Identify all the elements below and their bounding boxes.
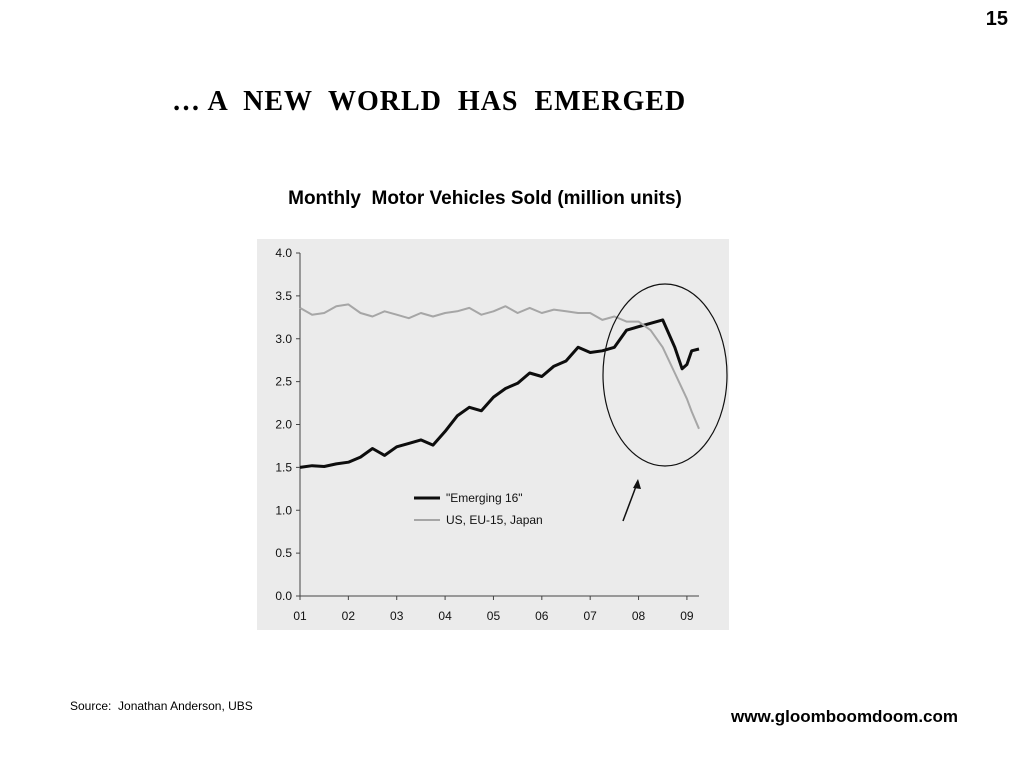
y-tick-label: 2.0 (275, 418, 292, 432)
x-tick-label: 07 (584, 609, 598, 623)
legend-label-0: "Emerging 16" (446, 491, 523, 505)
y-tick-label: 0.5 (275, 546, 292, 560)
y-tick-label: 1.5 (275, 460, 292, 474)
source-note: Source: Jonathan Anderson, UBS (70, 699, 253, 713)
x-tick-label: 03 (390, 609, 404, 623)
x-tick-label: 06 (535, 609, 549, 623)
page-number: 15 (985, 8, 1008, 30)
y-tick-label: 3.5 (275, 289, 292, 303)
y-tick-label: 4.0 (275, 246, 292, 260)
chart-title: Monthly Motor Vehicles Sold (million uni… (288, 188, 682, 209)
x-tick-label: 05 (487, 609, 501, 623)
legend-label-1: US, EU-15, Japan (446, 513, 543, 527)
y-tick-label: 1.0 (275, 503, 292, 517)
annotation-circle (602, 283, 728, 467)
y-tick-label: 2.5 (275, 375, 292, 389)
series-line-0 (299, 318, 700, 469)
website-link[interactable]: www.gloomboomdoom.com (731, 707, 958, 726)
y-tick-label: 0.0 (275, 589, 292, 603)
series-line-1 (299, 303, 700, 430)
annotation-arrowhead (633, 479, 641, 489)
y-tick-label: 3.0 (275, 332, 292, 346)
plot-background (257, 239, 729, 630)
x-tick-label: 04 (438, 609, 452, 623)
chart-panel: 4.0 3.5 3.0 2.5 2.0 1.5 1.0 0.5 0.0 01 02 03 04 05 06 0… (257, 239, 729, 630)
slide-title: … A NEW WORLD HAS EMERGED (172, 86, 687, 117)
line-chart: 4.0 3.5 3.0 2.5 2.0 1.5 1.0 0.5 0.001 02 03 04 05 06 0… (257, 239, 729, 630)
x-tick-label: 08 (632, 609, 646, 623)
x-tick-label: 01 (293, 609, 307, 623)
x-tick-label: 02 (342, 609, 356, 623)
x-tick-label: 09 (680, 609, 694, 623)
